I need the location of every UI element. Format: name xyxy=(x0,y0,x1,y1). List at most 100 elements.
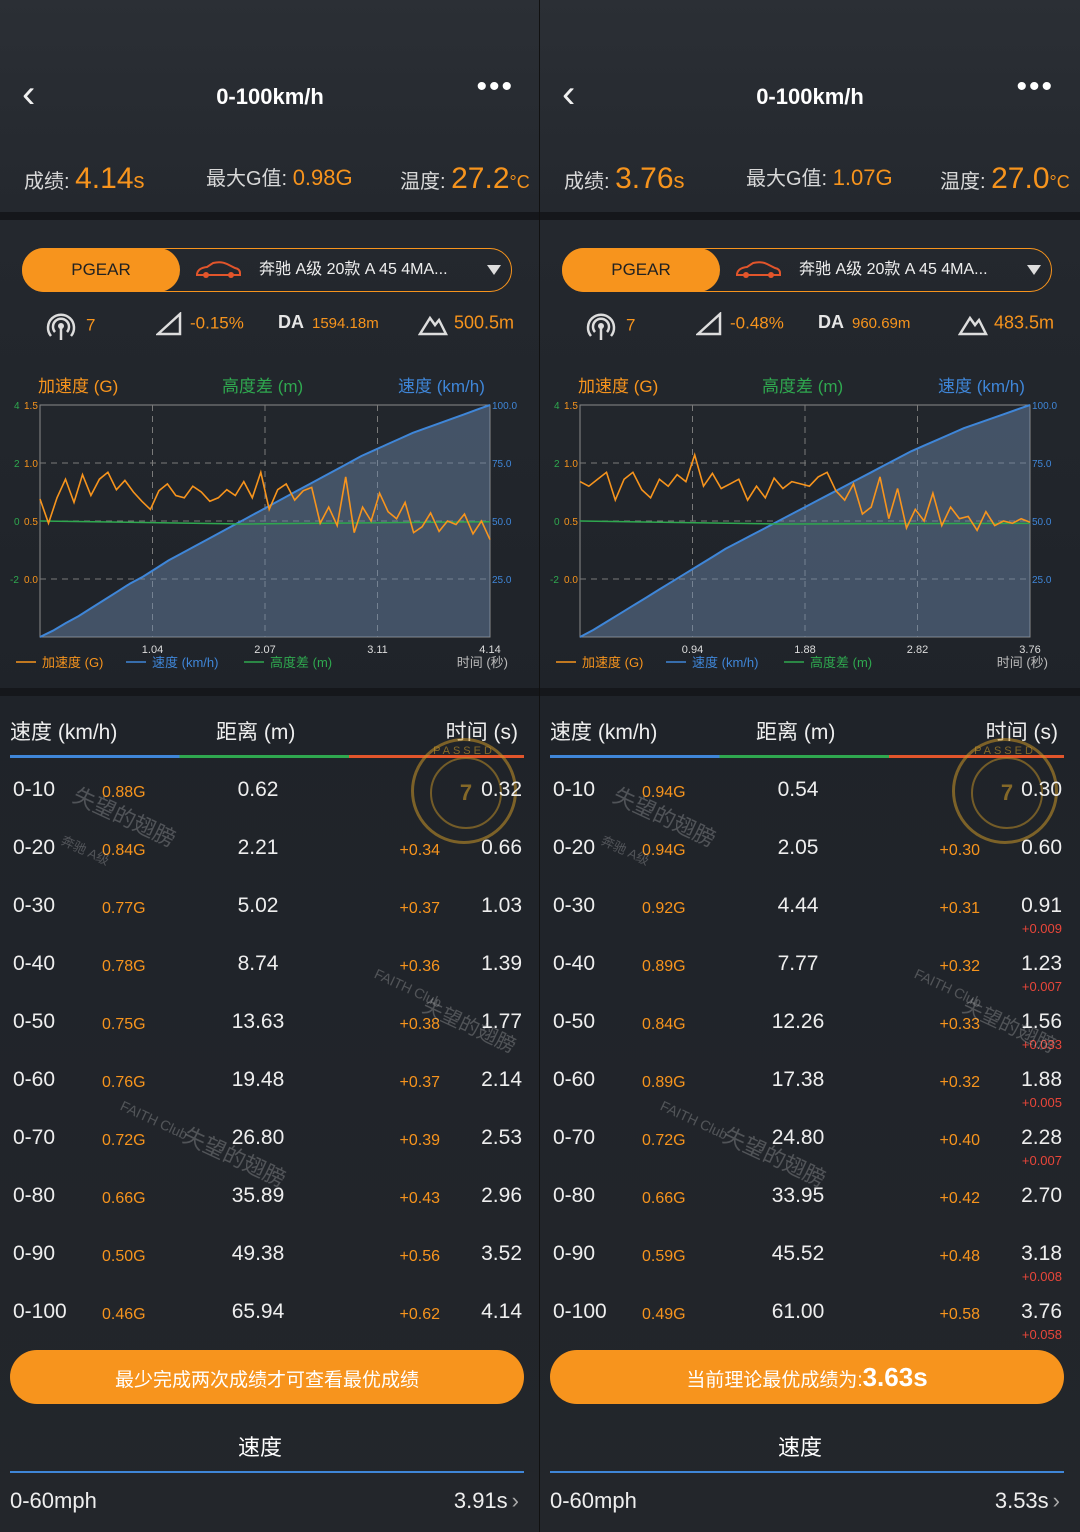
gps-meta-row: 7 -0.15% DA 1594.18m 500.5m xyxy=(0,311,539,346)
row-delta: +0.37 xyxy=(399,900,440,917)
y-tick-accel: 1.0 xyxy=(564,459,578,470)
best-result-button[interactable]: 最少完成两次成绩才可查看最优成绩 xyxy=(10,1350,524,1404)
max-g-unit: G xyxy=(875,165,893,190)
y-tick-speed: 50.0 xyxy=(1032,517,1052,528)
max-g-value: 0.98 xyxy=(292,165,336,190)
y-tick-altitude: 0 xyxy=(14,517,20,528)
score-unit: s xyxy=(673,168,685,193)
satellite-value: 7 xyxy=(626,315,636,335)
density-altitude: DA 960.69m xyxy=(818,312,910,333)
row-time: 1.39 xyxy=(481,952,522,975)
mph-value[interactable]: 3.53s › xyxy=(995,1488,1060,1514)
row-distance: 0.54 xyxy=(777,778,819,801)
y-tick-accel: 0.5 xyxy=(564,517,578,528)
row-sub-diff: +0.058 xyxy=(1021,1327,1062,1342)
mph-label[interactable]: 0-60mph xyxy=(10,1488,97,1513)
table-row: 0-50 0.84G 12.26 +0.33 1.56 +0.033 xyxy=(540,1004,1080,1062)
density-altitude: DA 1594.18m xyxy=(278,312,379,333)
da-label: DA xyxy=(818,312,844,332)
more-options-icon[interactable]: ••• xyxy=(1016,70,1054,103)
row-distance: 33.95 xyxy=(771,1184,825,1207)
row-speed: 0-30 xyxy=(553,894,596,917)
header-speed: 速度 (km/h) xyxy=(550,721,658,744)
row-distance: 13.63 xyxy=(231,1010,285,1033)
dropdown-caret-icon[interactable] xyxy=(487,265,501,275)
speed-line xyxy=(579,404,1031,638)
table-row: 0-30 0.77G 5.02 +0.37 1.03 xyxy=(0,888,539,946)
car-selector[interactable]: PGEAR 奔驰 A级 20款 A 45 4MA... xyxy=(22,248,512,292)
legend-entry: 速度 (km/h) xyxy=(152,655,218,670)
mph-label[interactable]: 0-60mph xyxy=(550,1488,637,1513)
score-label: 成绩: xyxy=(564,171,610,193)
score-stat: 成绩: 3.76s xyxy=(564,162,685,196)
y-tick-altitude: 4 xyxy=(554,401,560,412)
table-row: 0-60 0.76G 19.48 +0.37 2.14 xyxy=(0,1062,539,1120)
dropdown-caret-icon[interactable] xyxy=(1027,265,1041,275)
speed-axis-label: 速度 (km/h) xyxy=(398,377,485,396)
x-tick: 1.88 xyxy=(794,644,815,656)
row-delta: +0.33 xyxy=(939,1016,980,1033)
row-time: 2.14 xyxy=(481,1068,522,1091)
x-tick: 1.04 xyxy=(142,644,163,656)
row-distance: 35.89 xyxy=(231,1184,285,1207)
altitude-line xyxy=(39,520,491,525)
row-speed: 0-50 xyxy=(553,1010,596,1033)
tab-speed[interactable]: 速度 xyxy=(237,1435,282,1460)
row-time: 0.66 xyxy=(481,836,522,859)
pgear-badge[interactable]: PGEAR xyxy=(22,248,180,292)
x-tick: 2.82 xyxy=(907,644,928,656)
legend-entry: 加速度 (G) xyxy=(42,655,103,670)
row-distance: 17.38 xyxy=(771,1068,825,1091)
y-tick-accel: 1.5 xyxy=(564,401,578,412)
row-time: 2.70 xyxy=(1021,1184,1062,1207)
stamp-ring-text: PASSED xyxy=(974,745,1036,757)
acceleration-line xyxy=(39,469,491,540)
table-row: 0-100 0.49G 61.00 +0.58 3.76 +0.058 xyxy=(540,1294,1080,1352)
row-delta: +0.56 xyxy=(399,1248,440,1265)
row-time: 0.30 xyxy=(1021,778,1062,801)
row-distance: 2.05 xyxy=(777,836,819,859)
row-delta: +0.42 xyxy=(939,1190,980,1207)
pgear-badge[interactable]: PGEAR xyxy=(562,248,720,292)
row-g: 0.94G xyxy=(642,842,686,859)
row-speed: 0-70 xyxy=(553,1126,596,1149)
back-arrow-icon[interactable]: ‹ xyxy=(562,72,576,116)
row-g: 0.76G xyxy=(102,1074,146,1091)
row-sub-diff: +0.007 xyxy=(1021,1153,1062,1168)
mph-value[interactable]: 3.91s › xyxy=(454,1488,519,1514)
satellite-value: 7 xyxy=(86,315,96,335)
row-g: 0.88G xyxy=(102,784,146,801)
back-arrow-icon[interactable]: ‹ xyxy=(22,72,36,116)
row-g: 0.59G xyxy=(642,1248,686,1265)
accel-axis-label: 加速度 (G) xyxy=(578,377,659,396)
stats-row: 成绩: 4.14s 最大G值: 0.98G 温度: 27.2°C xyxy=(0,162,539,202)
x-tick: 4.14 xyxy=(479,644,500,656)
row-delta: +0.32 xyxy=(939,958,980,975)
altitude-value: 500.5m xyxy=(454,312,515,333)
slope-icon xyxy=(154,311,182,336)
tab-underline xyxy=(10,1471,524,1473)
car-selector[interactable]: PGEAR 奔驰 A级 20款 A 45 4MA... xyxy=(562,248,1052,292)
page-title: 0-100km/h xyxy=(216,84,324,109)
more-options-icon[interactable]: ••• xyxy=(476,70,514,103)
row-speed: 0-40 xyxy=(553,952,596,975)
y-tick-altitude: -2 xyxy=(10,575,19,586)
y-tick-speed: 100.0 xyxy=(1032,401,1057,412)
table-row: 0-40 0.89G 7.77 +0.32 1.23 +0.007 xyxy=(540,946,1080,1004)
row-speed: 0-20 xyxy=(553,836,596,859)
row-g: 0.92G xyxy=(642,900,686,917)
best-result-button[interactable]: 当前理论最优成绩为:3.63s xyxy=(550,1350,1064,1404)
section-divider xyxy=(0,688,539,696)
satellite-signal-icon xyxy=(46,313,76,340)
row-speed: 0-30 xyxy=(13,894,56,917)
x-tick: 3.76 xyxy=(1019,644,1040,656)
tab-speed[interactable]: 速度 xyxy=(777,1435,822,1460)
row-g: 0.78G xyxy=(102,958,146,975)
table-row: 0-30 0.92G 4.44 +0.31 0.91 +0.009 xyxy=(540,888,1080,946)
row-time: 0.60 xyxy=(1021,836,1062,859)
row-g: 0.84G xyxy=(642,1016,686,1033)
row-g: 0.94G xyxy=(642,784,686,801)
row-speed: 0-70 xyxy=(13,1126,56,1149)
max-g-unit: G xyxy=(335,165,353,190)
row-speed: 0-80 xyxy=(553,1184,596,1207)
